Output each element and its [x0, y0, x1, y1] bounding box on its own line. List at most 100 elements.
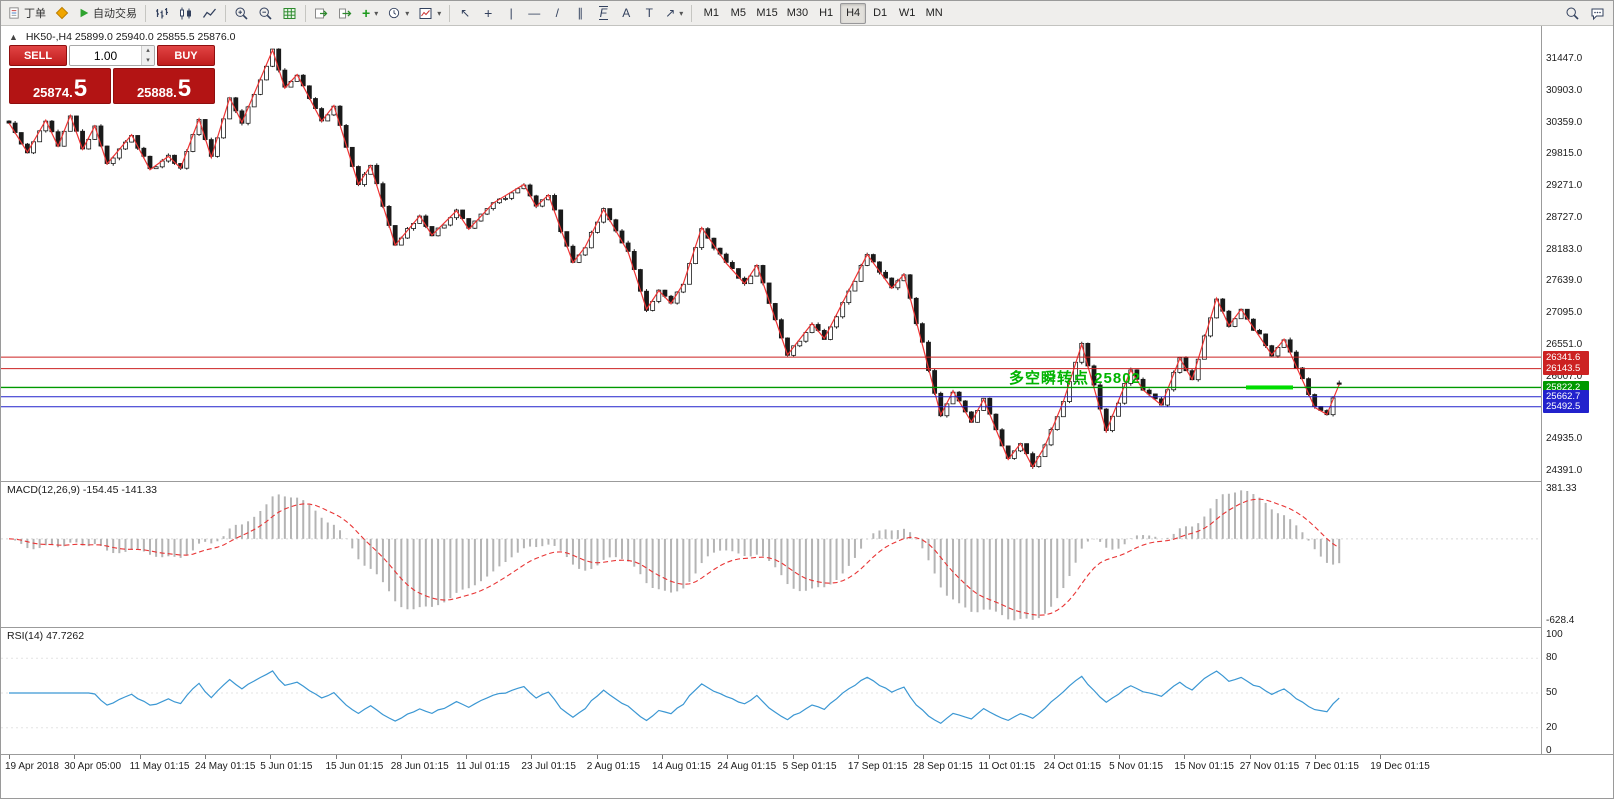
add-indicator-icon: + [362, 5, 371, 21]
time-tick [1380, 755, 1382, 759]
time-label: 24 May 01:15 [194, 761, 256, 772]
timeframe-mn-button[interactable]: MN [925, 7, 943, 19]
indicators-button[interactable]: + ▾ [358, 3, 382, 24]
fibonacci-button[interactable]: F [592, 3, 614, 24]
price-tick: 30903.0 [1546, 84, 1583, 96]
macd-max-tick: 381.33 [1546, 483, 1577, 494]
bottom-strip [1, 776, 1613, 798]
time-label: 2 Aug 01:15 [586, 761, 641, 772]
time-tick [400, 755, 402, 759]
time-tick [1119, 755, 1121, 759]
time-tick [662, 755, 663, 759]
timeframe-d1-button[interactable]: D1 [873, 7, 888, 19]
timeframe-w1-button[interactable]: W1 [898, 7, 916, 19]
price-axis[interactable]: 31447.0 30903.0 30359.0 29815.0 29271.0 28727… [1542, 26, 1613, 756]
one-click-trading-panel: SELL ▴ ▾ BUY 25874.5 25888.5 [9, 45, 215, 104]
label-button[interactable]: T [638, 3, 660, 24]
volume-stepper: ▴ ▾ [69, 45, 155, 66]
toolbar: 丁单 自动交易 [1, 1, 1613, 26]
timeframe-h1-button[interactable]: H1 [819, 7, 834, 19]
chart-annotation: 多空瞬转点 25802 [1009, 367, 1141, 388]
cursor-icon: ↖ [460, 6, 471, 20]
trendline-button[interactable]: / [546, 3, 568, 24]
new-order-button[interactable]: 丁单 [3, 3, 50, 24]
chat-button[interactable] [1586, 3, 1609, 24]
rsi-tick: 20 [1546, 721, 1558, 733]
buy-price-display[interactable]: 25888. 5 [113, 68, 215, 104]
price-tick: 28183.0 [1546, 243, 1583, 255]
crosshair-button[interactable]: + [477, 3, 499, 24]
chevron-down-icon: ▾ [374, 8, 379, 18]
chart-info-line: ▲ HK50-,H4 25899.0 25940.0 25855.5 25876… [9, 31, 235, 43]
text-icon: A [622, 6, 631, 20]
timeframe-m30-button[interactable]: M30 [786, 7, 809, 19]
time-tick [727, 755, 729, 759]
price-tick: 29271.0 [1546, 180, 1583, 192]
time-label: 28 Sep 01:15 [913, 761, 973, 772]
time-label: 5 Jun 01:15 [260, 761, 313, 772]
macd-label: MACD(12,26,9) -154.45 -141.33 [7, 484, 157, 496]
zoom-out-icon [258, 6, 273, 21]
bar-chart-button[interactable] [150, 3, 173, 24]
time-tick [466, 755, 468, 759]
chevron-down-icon: ▾ [679, 8, 684, 18]
rsi-label: RSI(14) 47.7262 [7, 630, 85, 642]
chart-canvas[interactable] [1, 26, 1614, 776]
channel-button[interactable]: ∥ [569, 3, 591, 24]
time-label: 15 Nov 01:15 [1174, 761, 1234, 772]
text-button[interactable]: A [615, 3, 637, 24]
panel-separator[interactable] [1, 627, 1613, 628]
candlestick-chart-button[interactable] [174, 3, 197, 24]
macd-min-tick: -628.4 [1546, 615, 1575, 626]
sell-button[interactable]: SELL [9, 45, 67, 66]
templates-button[interactable]: ▾ [414, 3, 445, 24]
volume-spinner: ▴ ▾ [141, 46, 154, 65]
cursor-button[interactable]: ↖ [454, 3, 476, 24]
level-price-badge: 26143.5 [1543, 362, 1589, 376]
volume-increase-button[interactable]: ▴ [142, 46, 154, 56]
time-label: 19 Dec 01:15 [1370, 761, 1430, 772]
vertical-line-button[interactable]: | [500, 3, 522, 24]
play-icon [78, 7, 90, 19]
time-axis[interactable]: 19 Apr 2018 30 Apr 05:00 11 May 01:15 24 Ma… [1, 755, 1613, 776]
grid-button[interactable] [278, 3, 301, 24]
sell-price-display[interactable]: 25874. 5 [9, 68, 111, 104]
zoom-out-button[interactable] [254, 3, 277, 24]
symbol-search-button[interactable] [1561, 3, 1584, 24]
timeframe-m1-button[interactable]: M1 [703, 7, 719, 19]
chart-shift-button[interactable] [334, 3, 357, 24]
autoscroll-button[interactable] [310, 3, 333, 24]
chart-area[interactable] [1, 26, 1614, 776]
time-tick [9, 755, 10, 759]
autotrading-button[interactable]: 自动交易 [74, 3, 141, 24]
zoom-in-button[interactable] [230, 3, 253, 24]
price-axis-separator [1541, 26, 1542, 754]
time-tick [139, 755, 141, 759]
volume-input[interactable] [70, 46, 141, 65]
time-tick [1184, 755, 1186, 759]
time-tick [988, 755, 990, 759]
time-tick [792, 755, 794, 759]
panel-separator[interactable] [1, 481, 1613, 482]
price-tick: 27095.0 [1546, 307, 1583, 319]
arrows-button[interactable]: ↗ ▾ [661, 3, 687, 24]
buy-button[interactable]: BUY [157, 45, 215, 66]
rsi-tick: 50 [1546, 687, 1558, 698]
line-chart-button[interactable] [198, 3, 221, 24]
timeframe-h4-button[interactable]: H4 [840, 2, 867, 24]
search-icon [1565, 6, 1580, 21]
time-tick [335, 755, 337, 759]
volume-decrease-button[interactable]: ▾ [142, 55, 154, 65]
mql5-button[interactable] [51, 3, 73, 24]
toolbar-separator [449, 4, 451, 22]
time-label: 19 Apr 2018 [5, 761, 59, 772]
toolbar-separator [305, 4, 306, 22]
time-label: 24 Aug 01:15 [717, 761, 777, 772]
horizontal-line-button[interactable]: — [523, 3, 545, 24]
timeframe-m5-button[interactable]: M5 [730, 7, 746, 19]
timeframe-m15-button[interactable]: M15 [756, 7, 778, 19]
rsi-tick: 100 [1546, 629, 1563, 640]
toolbar-right-group [1561, 3, 1609, 24]
oneclick-collapse-arrow[interactable]: ▲ [9, 32, 18, 42]
periods-button[interactable]: ▾ [383, 3, 413, 24]
